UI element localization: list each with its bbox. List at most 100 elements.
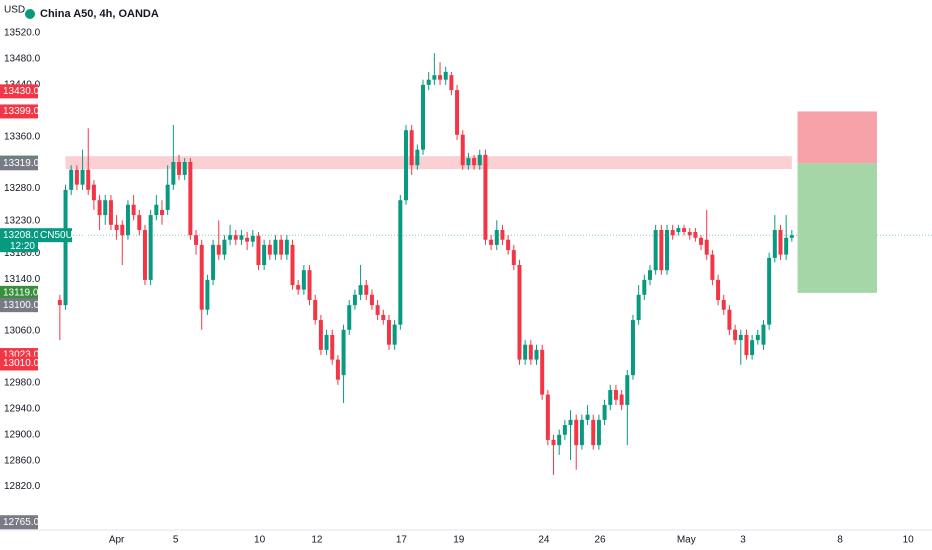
candle-body: [279, 239, 284, 255]
candle-body: [738, 334, 743, 341]
y-tick-label: 13360.0: [4, 131, 41, 142]
candle-body: [608, 390, 613, 405]
x-tick-label: Apr: [109, 535, 125, 546]
candle-body: [682, 228, 687, 232]
candle-body: [125, 204, 130, 236]
price-label-box: [0, 156, 38, 171]
y-tick-label: 13060.0: [4, 326, 41, 337]
candle-body: [551, 439, 556, 446]
candle-body: [335, 359, 340, 380]
candle-body: [114, 224, 119, 231]
price-label-box: [0, 298, 38, 313]
candle-body: [80, 169, 85, 185]
candle-body: [330, 334, 335, 360]
y-tick-label: 12860.0: [4, 455, 41, 466]
countdown: 12:20: [10, 241, 35, 252]
symbol-box: [38, 228, 72, 243]
candle-body: [460, 134, 465, 166]
price-label-box: [0, 356, 38, 371]
candle-body: [148, 215, 153, 280]
price-label-box: [0, 515, 38, 530]
candle-body: [625, 375, 630, 405]
candle-body: [670, 230, 675, 236]
candle-body: [398, 200, 403, 325]
candle-body: [91, 184, 96, 201]
candle-body: [704, 239, 709, 255]
candle-body: [137, 215, 142, 231]
candle-body: [540, 349, 545, 395]
candle-body: [165, 184, 170, 210]
candle-body: [438, 75, 443, 80]
candle-body: [494, 230, 499, 245]
candle-body: [477, 154, 482, 166]
candle-body: [233, 235, 238, 240]
candle-body: [778, 230, 783, 255]
candle-body: [443, 71, 448, 80]
candle-body: [585, 414, 590, 420]
candle-body: [523, 344, 528, 360]
candle-body: [500, 230, 505, 240]
x-tick-label: 10: [903, 535, 915, 546]
candle-body: [534, 349, 539, 360]
plot-area: [40, 53, 932, 475]
candle-body: [517, 265, 522, 360]
candle-body: [421, 84, 426, 150]
candle-body: [211, 244, 216, 280]
x-tick-label: 24: [538, 535, 550, 546]
candle-body: [194, 235, 199, 245]
candle-body: [602, 404, 607, 420]
candle-body: [352, 294, 357, 306]
target-box: [797, 163, 877, 293]
candle-body: [182, 161, 187, 175]
price-label: 12765.0: [3, 517, 40, 528]
candle-body: [511, 250, 516, 265]
candle-body: [358, 285, 363, 295]
x-tick-label: 12: [311, 535, 323, 546]
candle-body: [245, 237, 250, 242]
candle-body: [415, 149, 420, 166]
x-tick-label: 17: [396, 535, 408, 546]
x-tick-label: 3: [740, 535, 746, 546]
x-tick-label: May: [677, 535, 696, 546]
x-tick-label: 10: [254, 535, 266, 546]
candle-body: [267, 244, 272, 255]
candle-body: [154, 204, 159, 216]
y-tick-label: 12820.0: [4, 481, 41, 492]
candle-body: [216, 244, 221, 255]
candle-body: [273, 239, 278, 255]
candle-body: [159, 209, 164, 216]
candle-body: [727, 309, 732, 330]
candle-body: [647, 270, 652, 280]
y-tick-label: 13230.0: [4, 216, 41, 227]
candle-body: [767, 257, 772, 325]
candle-body: [466, 158, 471, 166]
candle-body: [256, 235, 261, 265]
y-tick-label: 13480.0: [4, 54, 41, 65]
candle-body: [568, 419, 573, 426]
candle-body: [57, 299, 62, 306]
candle-body: [284, 239, 289, 255]
candle-body: [409, 130, 414, 166]
candle-body: [177, 161, 182, 175]
candle-body: [369, 294, 374, 306]
price-label: 13399.0: [3, 106, 40, 117]
candle-body: [426, 79, 431, 85]
price-label: 13319.0: [3, 158, 40, 169]
x-tick-label: 26: [594, 535, 606, 546]
candle-body: [472, 158, 477, 166]
candle-body: [432, 75, 437, 80]
symbol-label: CN50USD: [40, 230, 87, 241]
candle-body: [449, 75, 454, 91]
candle-body: [744, 334, 749, 356]
candle-body: [222, 239, 227, 255]
candle-body: [131, 204, 136, 216]
x-tick-label: 5: [173, 535, 179, 546]
candle-body: [97, 200, 102, 216]
price-label: 13010.0: [3, 358, 40, 369]
candle-body: [591, 419, 596, 446]
candle-body: [364, 285, 369, 295]
candle-body: [772, 230, 777, 258]
candle-body: [228, 235, 233, 240]
candle-body: [205, 279, 210, 310]
